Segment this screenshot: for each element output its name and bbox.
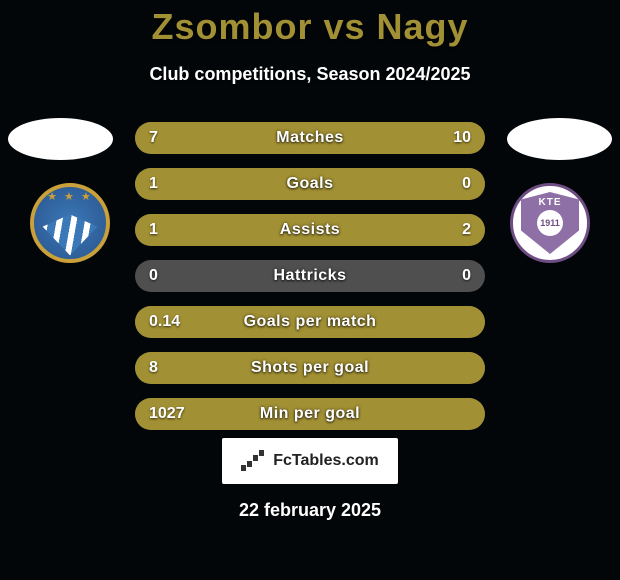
footer-date: 22 february 2025 — [0, 500, 620, 521]
stat-row: 1027Min per goal — [135, 398, 485, 430]
page-root: Zsombor vs Nagy Club competitions, Seaso… — [0, 0, 620, 580]
site-name: FcTables.com — [273, 452, 379, 470]
stat-label: Shots per goal — [135, 352, 485, 384]
stat-label: Hattricks — [135, 260, 485, 292]
stat-row: 10Goals — [135, 168, 485, 200]
crest-stars-icon: ★ ★ ★ — [34, 190, 106, 203]
stat-row: 0.14Goals per match — [135, 306, 485, 338]
crest-right-label: KTE — [539, 197, 562, 208]
stats-column: 710Matches 10Goals 12Assists 00Hattricks 0.1… — [135, 122, 485, 444]
page-title: Zsombor vs Nagy — [0, 0, 620, 48]
stat-label: Goals per match — [135, 306, 485, 338]
stat-label: Assists — [135, 214, 485, 246]
stat-row: 12Assists — [135, 214, 485, 246]
stat-row: 8Shots per goal — [135, 352, 485, 384]
stat-row: 710Matches — [135, 122, 485, 154]
site-logo: FcTables.com — [222, 438, 398, 484]
crest-shield-icon: KTE 1911 — [521, 192, 579, 254]
club-crest-right: KTE 1911 — [500, 173, 600, 273]
page-subtitle: Club competitions, Season 2024/2025 — [0, 64, 620, 85]
stat-label: Goals — [135, 168, 485, 200]
stat-row: 00Hattricks — [135, 260, 485, 292]
bar-chart-icon — [241, 451, 267, 471]
crest-ball-icon: 1911 — [537, 210, 563, 236]
club-crest-left: ★ ★ ★ — [20, 173, 120, 273]
player-photo-placeholder-left — [8, 118, 113, 160]
stat-label: Min per goal — [135, 398, 485, 430]
stat-label: Matches — [135, 122, 485, 154]
player-photo-placeholder-right — [507, 118, 612, 160]
